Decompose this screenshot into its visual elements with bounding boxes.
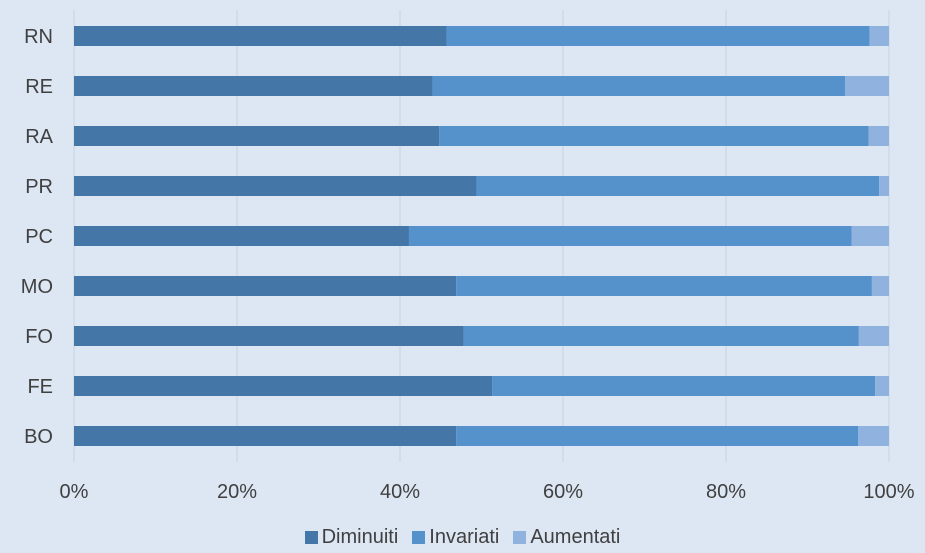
y-tick-label: MO [21,276,53,298]
bar-segment-diminuiti [74,126,440,146]
bar-chart-plot: 0% 20% 40% 60% 80% 100% RN RE RA PR PC MO FO FE BO [21,10,915,503]
bar-segment-invariati [408,226,852,246]
y-tick-label: FE [27,376,53,398]
y-tick-label: FO [25,326,53,348]
y-tick-label: RN [24,26,53,48]
bar-segment-invariati [476,176,880,196]
y-tick-label: PR [25,176,53,198]
x-tick-label: 60% [543,481,583,503]
legend-swatch [304,531,318,544]
bar-segment-aumentati [871,276,889,296]
bar-segment-invariati [492,376,876,396]
x-tick-label: 0% [60,481,89,503]
legend-label: Diminuiti [321,526,399,548]
x-tick-label: 40% [380,481,420,503]
bar-segment-diminuiti [74,376,493,396]
bar-segment-invariati [439,126,869,146]
y-tick-label: BO [24,426,53,448]
y-tick-label: RE [25,76,53,98]
bar-segment-aumentati [879,176,889,196]
bar-segment-diminuiti [74,76,433,96]
bar-segment-aumentati [851,226,889,246]
bar-segment-diminuiti [74,426,457,446]
y-tick-label: PC [25,226,53,248]
bar-segment-invariati [463,326,859,346]
legend: Diminuiti Invariati Aumentati [0,526,925,549]
bar-segment-diminuiti [74,176,477,196]
bar-segment-aumentati [858,326,889,346]
bar-segment-diminuiti [74,26,447,46]
bar-segment-aumentati [868,126,889,146]
x-tick-label: 100% [863,481,914,503]
legend-swatch [412,531,426,544]
y-tick-label: RA [25,126,53,148]
bar-segment-invariati [456,276,872,296]
bar-segment-invariati [456,426,859,446]
bar-segment-invariati [446,26,870,46]
bar-segment-aumentati [875,376,889,396]
bar-segment-invariati [432,76,845,96]
legend-item: Diminuiti [304,526,399,549]
bar-segment-diminuiti [74,326,464,346]
bar-segment-aumentati [869,26,889,46]
bar-segment-aumentati [858,426,889,446]
bar-segment-diminuiti [74,276,457,296]
legend-label: Invariati [429,526,500,548]
legend-item: Invariati [412,526,499,549]
legend-label: Aumentati [530,526,621,548]
legend-swatch [513,531,527,544]
bar-segment-diminuiti [74,226,409,246]
x-tick-label: 80% [706,481,746,503]
legend-item: Aumentati [513,526,620,549]
bar-segment-aumentati [844,76,889,96]
x-tick-label: 20% [217,481,257,503]
